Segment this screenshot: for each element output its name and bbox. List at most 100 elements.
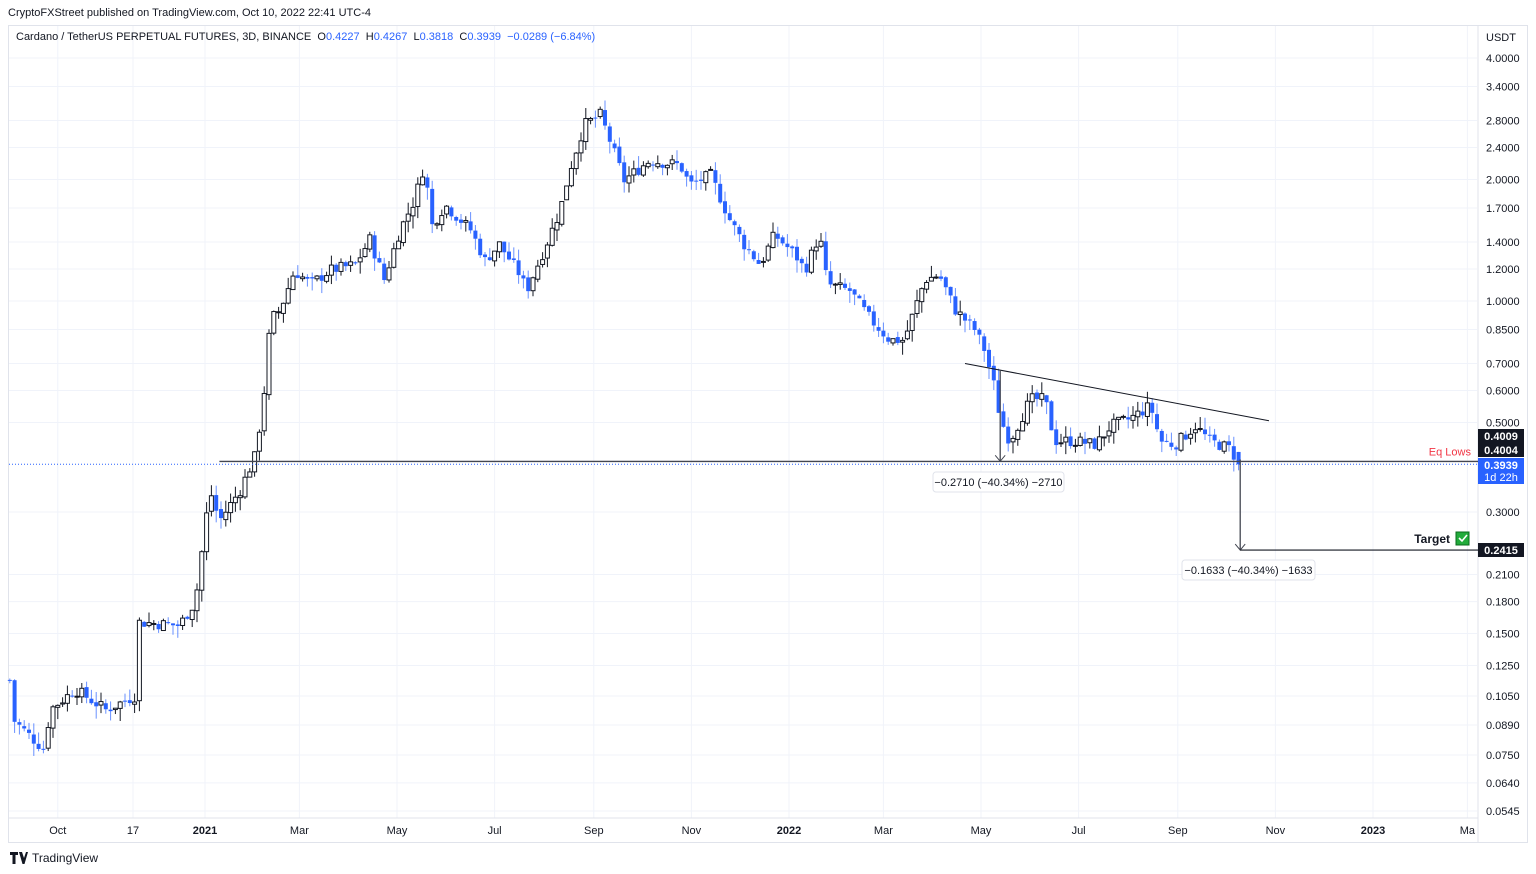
trendline[interactable]	[964, 363, 1270, 422]
candle-up	[1130, 414, 1136, 421]
candle-down	[718, 183, 723, 203]
candle-up	[386, 267, 392, 281]
x-tick-label: Mar	[290, 825, 309, 837]
candle-down	[310, 277, 315, 279]
candle-down	[795, 246, 799, 261]
candle-down	[31, 734, 36, 744]
candle-down	[41, 748, 46, 750]
candle-down	[1083, 438, 1087, 444]
candle-up	[232, 496, 238, 504]
candle-down	[1227, 441, 1231, 446]
candle-up	[837, 282, 843, 285]
tradingview-logo[interactable]: TradingView	[10, 851, 98, 865]
candle-up	[280, 302, 286, 314]
measure-1-label: −0.2710 (−40.34%) −2710	[934, 477, 1062, 489]
candle-down	[382, 263, 387, 281]
candle-down	[1126, 417, 1131, 420]
candle-up	[79, 687, 85, 698]
y-tick-label: 0.1800	[1486, 597, 1520, 609]
candle-down	[1150, 402, 1155, 413]
candle-up	[223, 511, 229, 521]
candle-up	[50, 706, 56, 729]
candle-down	[502, 241, 507, 253]
candle-down	[454, 216, 459, 221]
candle-down	[727, 213, 732, 221]
candle-up	[890, 338, 896, 344]
candle-down	[84, 687, 89, 698]
candle-down	[468, 221, 473, 231]
y-tick-label: 2.4000	[1486, 143, 1520, 155]
candle-down	[607, 126, 612, 142]
candle-down	[1001, 411, 1006, 427]
checkmark-icon	[1455, 531, 1470, 546]
candle-up	[208, 495, 214, 512]
candle-up	[314, 275, 320, 280]
candle-up	[189, 609, 195, 621]
candle-up	[530, 277, 536, 292]
candle-down	[372, 235, 377, 259]
candle-down	[867, 306, 871, 312]
candle-down	[22, 726, 27, 729]
candle-down	[843, 283, 847, 288]
candle-down	[89, 698, 94, 704]
y-tick-label: 1.2000	[1486, 264, 1520, 276]
candle-down	[1092, 438, 1097, 449]
x-tick-label: 2022	[777, 825, 801, 837]
candle-down	[679, 163, 684, 172]
low-label: L	[413, 31, 420, 43]
candle-down	[694, 180, 699, 182]
candle-up	[204, 512, 210, 553]
candle-up	[924, 281, 930, 290]
candle-up	[362, 248, 368, 258]
candle-up	[664, 164, 670, 169]
candle-up	[645, 162, 651, 168]
candle-up	[1010, 437, 1016, 443]
candle-up	[1188, 433, 1194, 439]
candle-up	[1029, 393, 1035, 403]
candle-down	[214, 495, 219, 511]
y-tick-label: 0.1050	[1486, 691, 1520, 703]
y-tick-label: 0.7000	[1486, 359, 1520, 371]
candle-down	[603, 110, 607, 126]
candle-up	[136, 619, 142, 702]
candle-up	[271, 311, 277, 334]
candle-up	[549, 227, 555, 246]
candle-down	[507, 251, 511, 260]
candle-up	[98, 701, 104, 706]
candle-up	[655, 163, 661, 168]
candle-up	[45, 727, 51, 749]
candle-up	[496, 241, 502, 253]
measure-2-label: −0.1633 (−40.34%) −1633	[1184, 565, 1312, 577]
chart-frame	[8, 25, 1528, 843]
candle-up	[146, 622, 152, 627]
candle-up	[1096, 436, 1102, 451]
x-tick-label: May	[971, 825, 992, 837]
candle-up	[180, 617, 186, 627]
symbol-name: Cardano / TetherUS PERPETUAL FUTURES, 3D…	[16, 31, 312, 43]
candle-down	[334, 264, 339, 272]
candle-up	[1072, 444, 1078, 447]
price-axis-label: 0.2415	[1484, 545, 1518, 557]
price-axis-label-box	[1478, 543, 1524, 557]
close-label: C	[459, 31, 468, 43]
candle-up	[396, 240, 402, 250]
candle-up	[357, 257, 363, 263]
candle-down	[1155, 414, 1159, 430]
change-value: −0.0289 (−6.84%)	[507, 31, 596, 43]
candle-up	[578, 140, 584, 154]
candle-up	[640, 165, 646, 176]
candle-up	[328, 264, 334, 276]
candle-up	[300, 276, 306, 280]
candle-down	[871, 311, 876, 326]
y-tick-label: 2.8000	[1486, 116, 1520, 128]
candle-up	[559, 201, 565, 225]
candle-down	[171, 623, 175, 626]
candle-up	[669, 159, 675, 165]
y-tick-label: 0.1250	[1486, 660, 1520, 672]
candle-down	[780, 237, 785, 244]
symbol-legend: Cardano / TetherUS PERPETUAL FUTURES, 3D…	[16, 31, 595, 43]
close-value: 0.3939	[467, 31, 501, 43]
candle-up	[112, 707, 118, 711]
x-tick-label: Nov	[1266, 825, 1286, 837]
